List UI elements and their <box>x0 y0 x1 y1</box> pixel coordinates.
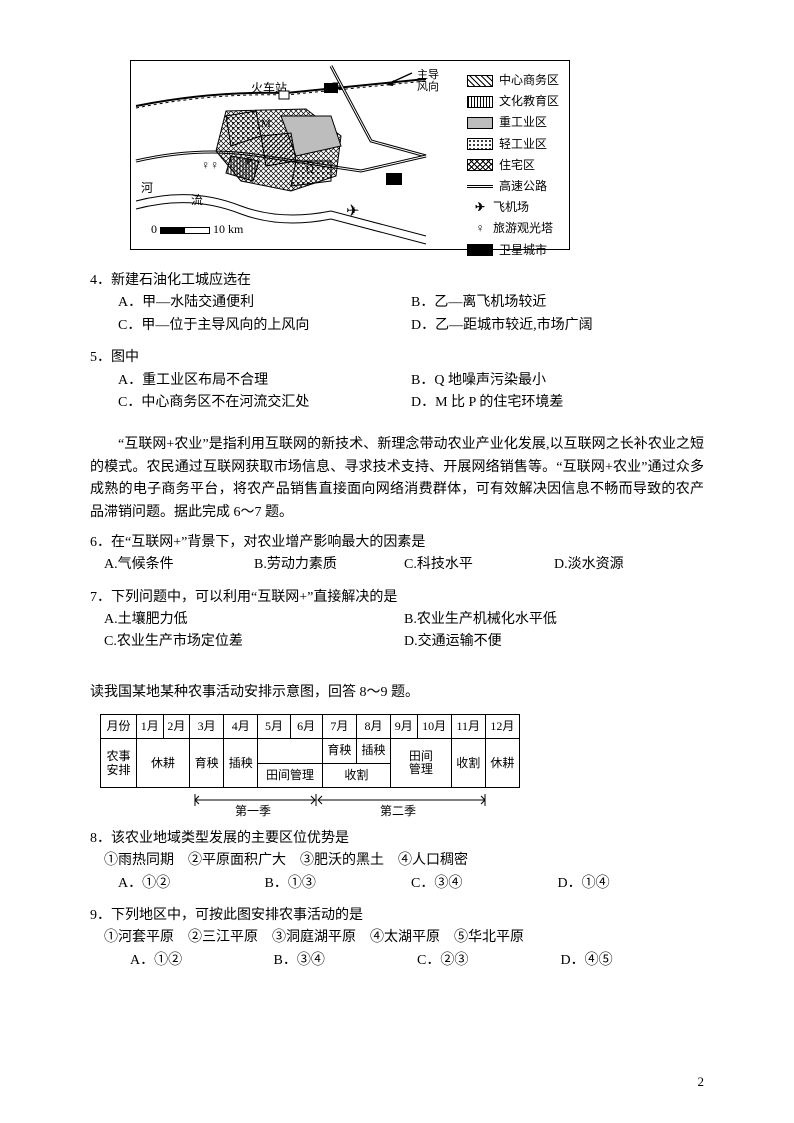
scale-bar: 0 10 km <box>151 220 243 239</box>
th-m6: 6月 <box>290 715 322 739</box>
season2-label: 第二季 <box>380 802 416 821</box>
q9-stem: 9．下列地区中，可按此图安排农事活动的是 <box>90 905 704 927</box>
q8-opt-B: B．①③ <box>265 873 412 895</box>
q9-items: ①河套平原 ②三江平原 ③洞庭湖平原 ④太湖平原 ⑤华北平原 <box>90 927 704 949</box>
th-m3: 3月 <box>190 715 224 739</box>
th-m9: 9月 <box>391 715 418 739</box>
q7-stem: 7．下列问题中，可以利用“互联网+”直接解决的是 <box>90 587 704 609</box>
q5-opt-A: A．重工业区布局不合理 <box>118 370 411 392</box>
q5-opt-D: D．M 比 P 的住宅环境差 <box>411 392 704 414</box>
farming-calendar-figure: 月份 1月 2月 3月 4月 5月 6月 7月 8月 9月 10月 11月 12… <box>100 714 520 816</box>
q4-opt-D: D．乙—距城市较近,市场广阔 <box>411 315 704 337</box>
q4-opt-B: B．乙—离飞机场较近 <box>411 292 704 314</box>
legend-edu: 文化教育区 <box>499 92 559 111</box>
q9-opt-D: D．④⑤ <box>561 950 705 972</box>
th-m1: 1月 <box>137 715 164 739</box>
cell-chayang2: 插秧 <box>356 739 390 763</box>
legend-heavy: 重工业区 <box>499 113 547 132</box>
th-m8: 8月 <box>356 715 390 739</box>
question-8: 8．该农业地域类型发展的主要区位优势是 ①雨热同期 ②平原面积广大 ③肥沃的黑土… <box>90 828 704 895</box>
q9-opt-C: C．②③ <box>417 950 561 972</box>
q7-opt-C: C.农业生产市场定位差 <box>104 631 404 653</box>
swatch-highway <box>467 185 493 188</box>
question-6: 6．在“互联网+”背景下，对农业增产影响最大的因素是 A.气候条件 B.劳动力素… <box>90 532 704 577</box>
cell-chayang: 插秧 <box>224 739 258 787</box>
city-map-figure: 主导风向 火车站 甲 乙 河 流 M N P Q ✈ <box>130 60 570 250</box>
season-indicators: 第一季 第二季 <box>100 792 520 816</box>
q6-stem: 6．在“互联网+”背景下，对农业增产影响最大的因素是 <box>90 532 704 554</box>
q8-items: ①雨热同期 ②平原面积广大 ③肥沃的黑土 ④人口稠密 <box>90 850 704 872</box>
svg-text:♀♀: ♀♀ <box>201 158 219 172</box>
th-m5: 5月 <box>258 715 290 739</box>
q8-opt-C: C．③④ <box>411 873 558 895</box>
cell-shouge2: 收割 <box>451 739 485 787</box>
th-m2: 2月 <box>163 715 190 739</box>
farming-table: 月份 1月 2月 3月 4月 5月 6月 7月 8月 9月 10月 11月 12… <box>100 714 520 788</box>
th-month: 月份 <box>101 715 137 739</box>
scale-distance: 10 km <box>213 222 243 236</box>
q9-opt-B: B．③④ <box>274 950 418 972</box>
swatch-airport: ✈ <box>467 198 493 217</box>
q9-opt-A: A．①② <box>130 950 274 972</box>
legend-satellite: 卫星城市 <box>499 241 547 260</box>
th-m4: 4月 <box>224 715 258 739</box>
th-m7: 7月 <box>322 715 356 739</box>
question-9: 9．下列地区中，可按此图安排农事活动的是 ①河套平原 ②三江平原 ③洞庭湖平原 … <box>90 905 704 972</box>
legend-light: 轻工业区 <box>499 135 547 154</box>
swatch-cbd <box>467 75 493 87</box>
th-m10: 10月 <box>417 715 451 739</box>
th-m12: 12月 <box>485 715 519 739</box>
q8-opt-A: A．①② <box>118 873 265 895</box>
season1-label: 第一季 <box>235 802 271 821</box>
q8-opt-D: D．①④ <box>558 873 705 895</box>
cell-xiugeng2: 休耕 <box>485 739 519 787</box>
swatch-edu <box>467 96 493 108</box>
swatch-res <box>467 159 493 171</box>
q5-stem: 5．图中 <box>90 347 704 369</box>
cell-shouge1: 收割 <box>322 763 390 787</box>
question-4: 4．新建石油化工城应选在 A．甲—水陆交通便利 B．乙—离飞机场较近 C．甲—位… <box>90 270 704 337</box>
swatch-tower: ♀ <box>467 219 493 238</box>
legend-highway: 高速公路 <box>499 177 547 196</box>
legend-tower: 旅游观光塔 <box>493 219 553 238</box>
q6-opt-A: A.气候条件 <box>104 554 254 576</box>
passage-internet-agriculture: “互联网+农业”是指利用互联网的新技术、新理念带动农业产业化发展,以互联网之长补… <box>90 434 704 524</box>
cell-empty-top <box>258 739 322 763</box>
q4-opt-A: A．甲—水陆交通便利 <box>118 292 411 314</box>
q4-stem: 4．新建石油化工城应选在 <box>90 270 704 292</box>
swatch-light <box>467 138 493 150</box>
passage-farming: 读我国某地某种农事活动安排示意图，回答 8～9 题。 <box>90 682 704 704</box>
cell-xiugeng1: 休耕 <box>137 739 190 787</box>
question-7: 7．下列问题中，可以利用“互联网+”直接解决的是 A.土壤肥力低 B.农业生产机… <box>90 587 704 654</box>
legend-airport: 飞机场 <box>493 198 529 217</box>
cell-yuyang2: 育秧 <box>322 739 356 763</box>
scale-zero: 0 <box>151 222 157 236</box>
cell-tianjian1: 田间管理 <box>258 763 322 787</box>
svg-text:✈: ✈ <box>346 203 359 220</box>
swatch-heavy <box>467 117 493 129</box>
cell-yuyang: 育秧 <box>190 739 224 787</box>
map-legend: 中心商务区 文化教育区 重工业区 轻工业区 住宅区 高速公路 ✈飞机场 ♀旅游观… <box>467 71 559 262</box>
q8-stem: 8．该农业地域类型发展的主要区位优势是 <box>90 828 704 850</box>
legend-cbd: 中心商务区 <box>499 71 559 90</box>
q7-opt-B: B.农业生产机械化水平低 <box>404 609 704 631</box>
q5-opt-C: C．中心商务区不在河流交汇处 <box>118 392 411 414</box>
question-5: 5．图中 A．重工业区布局不合理 B．Q 地噪声污染最小 C．中心商务区不在河流… <box>90 347 704 414</box>
q4-opt-C: C．甲—位于主导风向的上风向 <box>118 315 411 337</box>
q5-opt-B: B．Q 地噪声污染最小 <box>411 370 704 392</box>
legend-res: 住宅区 <box>499 156 535 175</box>
q6-opt-C: C.科技水平 <box>404 554 554 576</box>
q7-opt-A: A.土壤肥力低 <box>104 609 404 631</box>
row-label: 农事安排 <box>101 739 137 787</box>
q6-opt-D: D.淡水资源 <box>554 554 704 576</box>
page-number: 2 <box>698 1072 705 1093</box>
cell-tianjian2: 田间管理 <box>391 739 452 787</box>
swatch-satellite <box>467 244 493 256</box>
q6-opt-B: B.劳动力素质 <box>254 554 404 576</box>
th-m11: 11月 <box>451 715 485 739</box>
q7-opt-D: D.交通运输不便 <box>404 631 704 653</box>
